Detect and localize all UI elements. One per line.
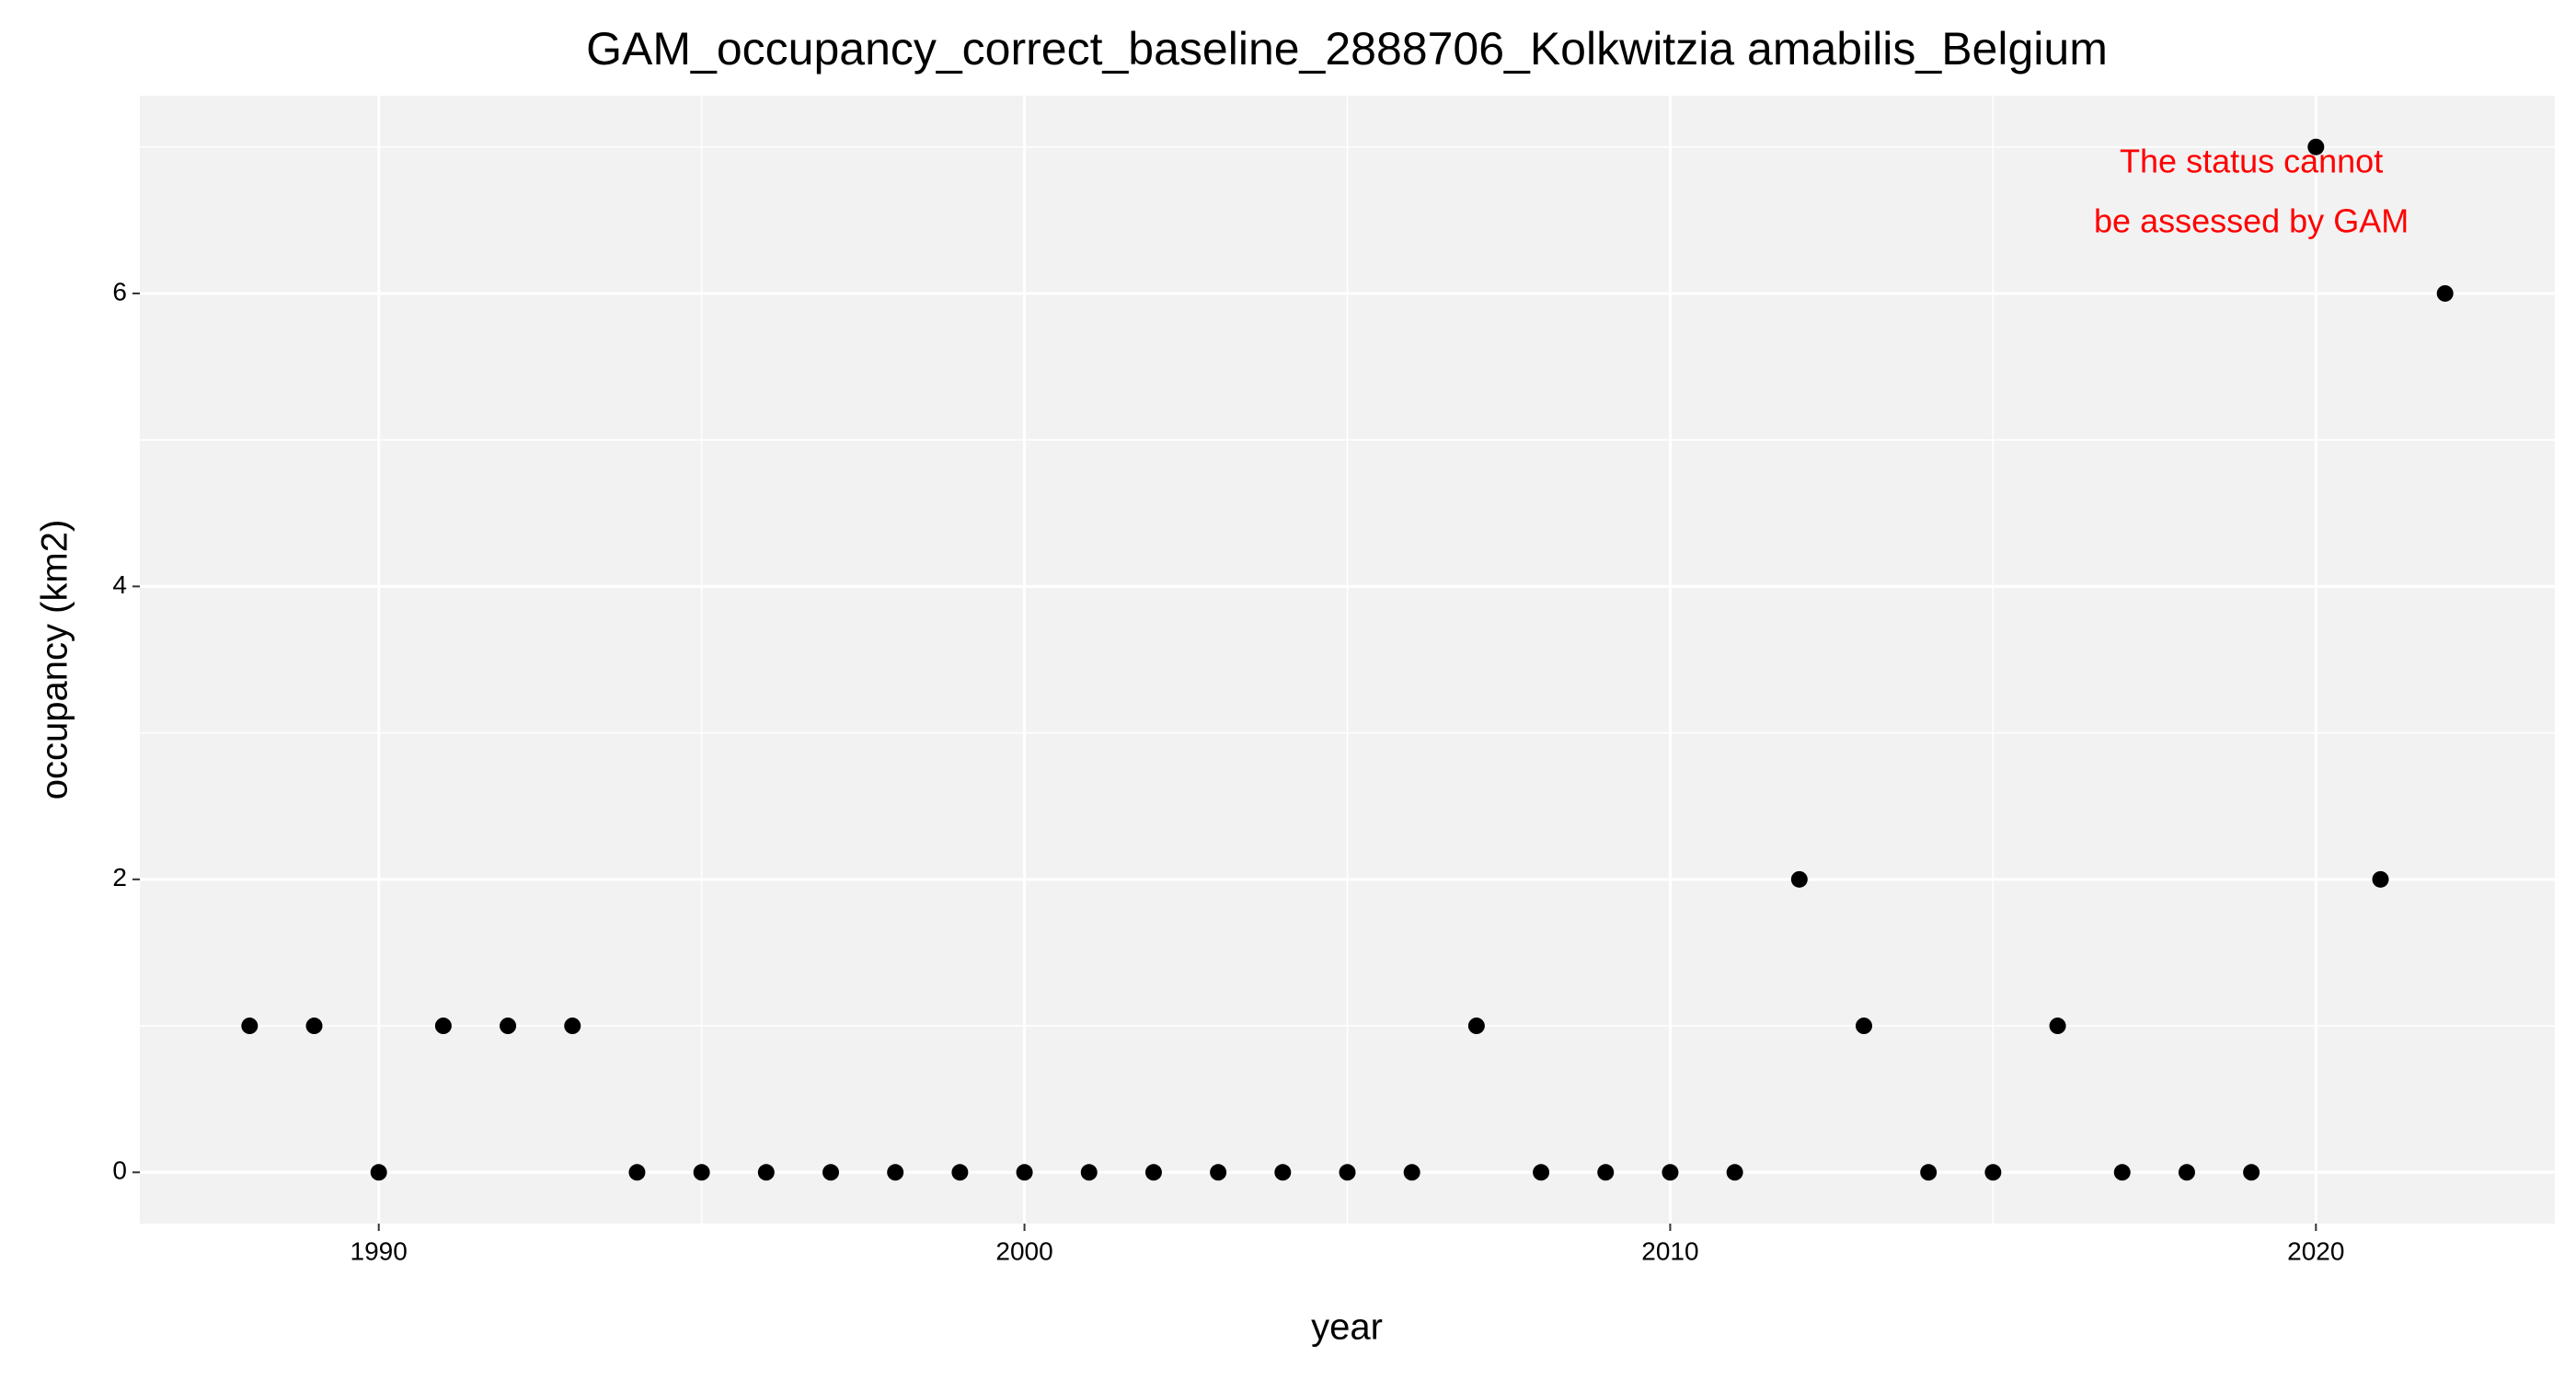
point: [757, 1164, 775, 1181]
point: [1467, 1018, 1485, 1035]
point: [628, 1164, 646, 1181]
point: [305, 1018, 323, 1035]
point: [1339, 1164, 1356, 1181]
point: [1920, 1164, 1938, 1181]
point: [1274, 1164, 1292, 1181]
y-tick-label: 4: [112, 570, 127, 599]
point: [693, 1164, 710, 1181]
point: [887, 1164, 904, 1181]
point: [2372, 870, 2389, 888]
point: [1210, 1164, 1227, 1181]
point: [1790, 870, 1808, 888]
point: [822, 1164, 840, 1181]
annotation: The status cannot: [2120, 143, 2383, 180]
chart-title: GAM_occupancy_correct_baseline_2888706_K…: [586, 23, 2108, 75]
point: [1984, 1164, 2002, 1181]
point: [1016, 1164, 1033, 1181]
point: [1080, 1164, 1098, 1181]
x-tick-label: 1990: [351, 1236, 408, 1265]
x-tick-label: 2020: [2287, 1236, 2344, 1265]
x-tick-label: 2010: [1641, 1236, 1698, 1265]
point: [2436, 284, 2454, 302]
point: [1662, 1164, 1679, 1181]
point: [2243, 1164, 2260, 1181]
point: [500, 1018, 517, 1035]
point: [1855, 1018, 1872, 1035]
point: [1144, 1164, 1162, 1181]
point: [2049, 1018, 2066, 1035]
x-tick-label: 2000: [995, 1236, 1052, 1265]
point: [564, 1018, 581, 1035]
x-axis-title: year: [1311, 1307, 1383, 1348]
y-tick-label: 2: [112, 863, 127, 891]
point: [2113, 1164, 2131, 1181]
point: [2307, 138, 2325, 155]
y-axis-title: occupancy (km2): [35, 520, 75, 800]
point: [951, 1164, 969, 1181]
y-tick-label: 6: [112, 277, 127, 305]
point: [1533, 1164, 1550, 1181]
annotation: be assessed by GAM: [2094, 202, 2409, 240]
point: [2178, 1164, 2195, 1181]
point: [370, 1164, 387, 1181]
point: [241, 1018, 259, 1035]
y-tick-label: 0: [112, 1156, 127, 1185]
point: [1597, 1164, 1615, 1181]
point: [1403, 1164, 1420, 1181]
point: [1726, 1164, 1743, 1181]
point: [434, 1018, 452, 1035]
